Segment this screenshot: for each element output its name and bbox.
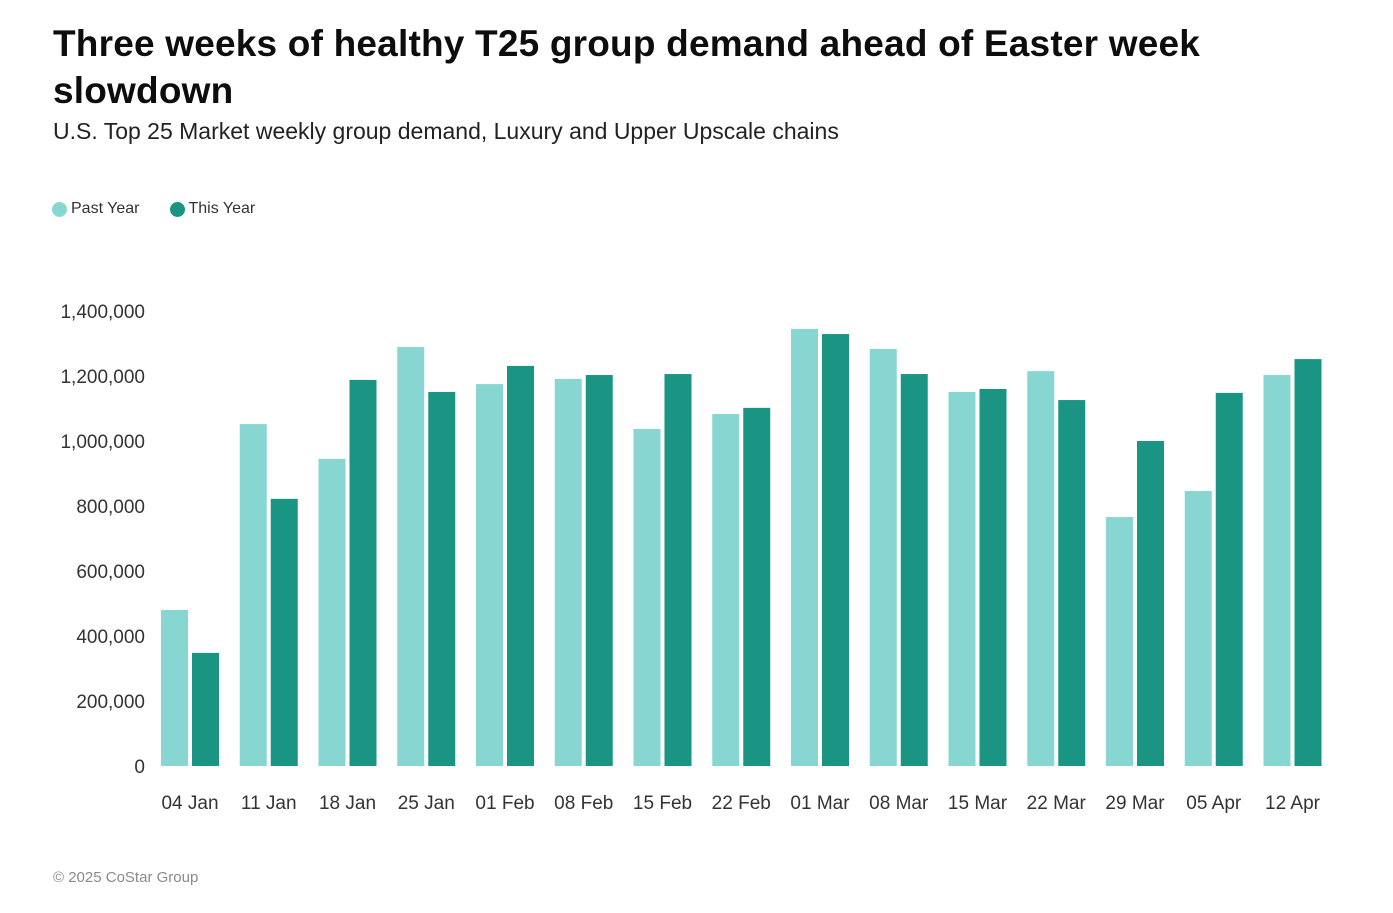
bar-this-year <box>1294 359 1322 766</box>
bar-this-year <box>979 389 1007 766</box>
x-tick-label: 08 Mar <box>869 793 929 814</box>
legend-swatch-this-year <box>169 201 185 217</box>
bar-past-year <box>397 347 425 766</box>
x-tick-label: 11 Jan <box>241 793 297 814</box>
bar-past-year <box>318 458 346 766</box>
x-tick-label: 04 Jan <box>161 793 218 814</box>
bar-this-year <box>1215 392 1243 766</box>
legend-label-past-year: Past Year <box>71 200 140 217</box>
legend-label-this-year: This Year <box>188 200 256 217</box>
copyright-footer: © 2025 CoStar Group <box>53 869 199 886</box>
bar-this-year <box>585 375 613 766</box>
y-tick-label: 200,000 <box>76 692 145 713</box>
y-tick-label: 0 <box>134 757 145 778</box>
y-tick-label: 800,000 <box>76 497 145 518</box>
x-tick-label: 05 Apr <box>1186 793 1242 814</box>
bar-this-year <box>743 407 771 766</box>
legend-item-past-year: Past Year <box>52 200 140 218</box>
legend-item-this-year: This Year <box>169 200 256 218</box>
bar-past-year <box>633 428 661 766</box>
x-tick-label: 25 Jan <box>398 793 455 814</box>
bar-past-year <box>239 424 267 766</box>
bar-past-year <box>712 414 740 766</box>
y-tick-label: 400,000 <box>76 627 145 648</box>
chart-subtitle: U.S. Top 25 Market weekly group demand, … <box>53 118 839 144</box>
bar-this-year <box>270 498 298 766</box>
bar-past-year <box>791 328 818 766</box>
x-tick-label: 22 Feb <box>712 793 771 814</box>
bar-past-year <box>1263 375 1291 766</box>
y-tick-label: 600,000 <box>76 562 145 583</box>
bar-this-year <box>664 374 692 766</box>
x-tick-label: 15 Mar <box>948 793 1008 814</box>
bar-past-year <box>1106 517 1133 766</box>
bar-this-year <box>349 379 377 766</box>
bar-past-year <box>1184 491 1212 766</box>
x-tick-label: 01 Feb <box>475 793 534 814</box>
bar-past-year <box>869 349 897 766</box>
bar-past-year <box>554 378 582 766</box>
legend-swatch-past-year <box>52 201 67 217</box>
y-tick-label: 1,200,000 <box>60 367 145 388</box>
bar-past-year <box>1027 371 1055 766</box>
bar-this-year <box>1058 400 1086 766</box>
bar-past-year <box>161 610 188 766</box>
x-tick-label: 22 Mar <box>1027 793 1087 814</box>
x-tick-label: 18 Jan <box>319 793 376 814</box>
bar-past-year <box>948 391 976 766</box>
x-tick-label: 08 Feb <box>554 793 613 814</box>
x-tick-label: 01 Mar <box>790 793 850 814</box>
bar-this-year <box>1137 441 1164 766</box>
legend: Past Year This Year <box>52 200 285 218</box>
bar-this-year <box>428 391 456 766</box>
bar-this-year <box>192 652 219 766</box>
bar-this-year <box>900 374 928 766</box>
y-tick-label: 1,000,000 <box>60 432 145 453</box>
x-tick-label: 12 Apr <box>1265 793 1321 814</box>
bar-this-year <box>507 365 534 766</box>
x-tick-label: 29 Mar <box>1105 793 1165 814</box>
bar-this-year <box>822 334 849 766</box>
bar-past-year <box>476 384 503 766</box>
y-tick-label: 1,400,000 <box>60 302 145 323</box>
chart-title: Three weeks of healthy T25 group demand … <box>53 23 1201 111</box>
x-tick-label: 15 Feb <box>633 793 692 814</box>
